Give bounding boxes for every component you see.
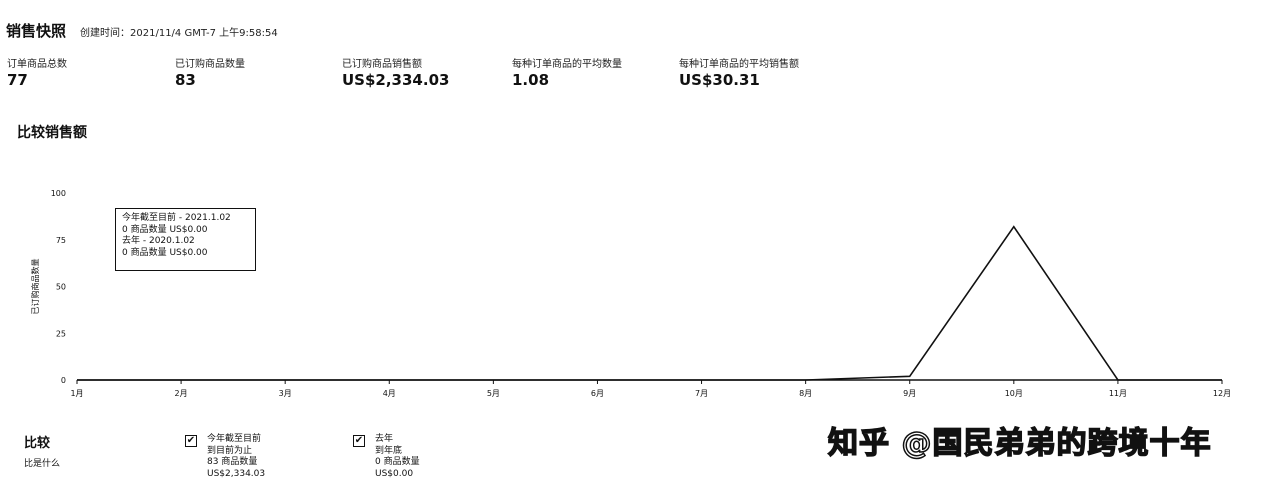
page-header: 销售快照 创建时间：2021/11/4 GMT-7 上午9:58:54	[6, 20, 278, 41]
x-tick-label: 1月	[70, 389, 83, 398]
metric-avg-sales: 每种订单商品的平均销售额 US$30.31	[679, 55, 799, 89]
compare-option-text: 去年 到年底 0 商品数量 US$0.00	[375, 434, 420, 480]
x-tick-label: 9月	[903, 389, 916, 398]
compare-subtitle: 比是什么	[24, 459, 61, 469]
compare-option-line: 今年截至目前	[207, 434, 262, 444]
y-tick-label: 0	[61, 376, 66, 385]
x-tick-label: 5月	[487, 389, 500, 398]
metric-label: 已订购商品销售额	[342, 59, 422, 70]
x-tick-label: 7月	[695, 389, 708, 398]
x-tick-label: 12月	[1213, 389, 1231, 398]
x-tick-label: 3月	[279, 389, 292, 398]
x-tick-label: 11月	[1109, 389, 1127, 398]
metric-value: 83	[175, 71, 196, 89]
compare-option-line: 到目前为止	[207, 445, 253, 456]
tooltip-line: 今年截至目前 - 2021.1.02	[122, 213, 231, 223]
tooltip-line: 去年 - 2020.1.02	[122, 236, 195, 246]
metric-label: 已订购商品数量	[175, 59, 245, 70]
compare-option-line: 到年底	[375, 445, 403, 456]
metric-value: 77	[7, 71, 28, 89]
tooltip-line: 0 商品数量 US$0.00	[122, 247, 208, 258]
compare-option-line: US$2,334.03	[207, 468, 266, 479]
x-tick-label: 10月	[1005, 389, 1023, 398]
metric-value: US$30.31	[679, 71, 760, 89]
metric-value: 1.08	[512, 71, 550, 89]
compare-option-this-year[interactable]: ✔ 今年截至目前 到目前为止 83 商品数量 US$2,334.03	[185, 434, 265, 480]
compare-option-line: 83 商品数量	[207, 457, 258, 467]
metric-label: 订单商品总数	[7, 59, 67, 70]
metric-total-order-items: 订单商品总数 77	[7, 55, 67, 89]
metric-units-ordered: 已订购商品数量 83	[175, 55, 245, 89]
compare-option-text: 今年截至目前 到目前为止 83 商品数量 US$2,334.03	[207, 434, 265, 480]
compare-option-line: US$0.00	[375, 468, 414, 479]
chart-section-title: 比较销售额	[17, 125, 87, 141]
metric-label: 每种订单商品的平均数量	[512, 59, 622, 70]
compare-option-last-year[interactable]: ✔ 去年 到年底 0 商品数量 US$0.00	[353, 434, 420, 480]
page-title: 销售快照	[6, 22, 67, 40]
y-axis-label: 已订购商品数量	[30, 259, 40, 315]
created-timestamp: 创建时间：2021/11/4 GMT-7 上午9:58:54	[80, 28, 278, 39]
compare-title: 比较	[24, 436, 51, 451]
metric-ordered-sales: 已订购商品销售额 US$2,334.03	[342, 55, 449, 89]
x-tick-label: 6月	[591, 389, 604, 398]
metric-label: 每种订单商品的平均销售额	[679, 59, 799, 70]
y-tick-label: 50	[56, 283, 66, 292]
y-tick-label: 75	[56, 236, 66, 245]
checkbox-this-year[interactable]: ✔	[185, 435, 197, 447]
chart-tooltip: 今年截至目前 - 2021.1.02 0 商品数量 US$0.00 去年 - 2…	[115, 208, 256, 271]
metric-value: US$2,334.03	[342, 71, 450, 89]
y-tick-label: 25	[56, 329, 66, 338]
x-tick-label: 8月	[799, 389, 812, 398]
compare-option-line: 去年	[375, 434, 394, 444]
metric-avg-units: 每种订单商品的平均数量 1.08	[512, 55, 622, 89]
y-tick-label: 100	[51, 189, 66, 198]
compare-option-line: 0 商品数量	[375, 457, 420, 467]
x-tick-label: 4月	[383, 389, 396, 398]
series-line	[77, 225, 1222, 381]
watermark: 知乎 @国民弟弟的跨境十年	[827, 425, 1212, 462]
x-tick-label: 2月	[175, 389, 188, 398]
tooltip-line: 0 商品数量 US$0.00	[122, 224, 208, 235]
checkbox-last-year[interactable]: ✔	[353, 435, 365, 447]
